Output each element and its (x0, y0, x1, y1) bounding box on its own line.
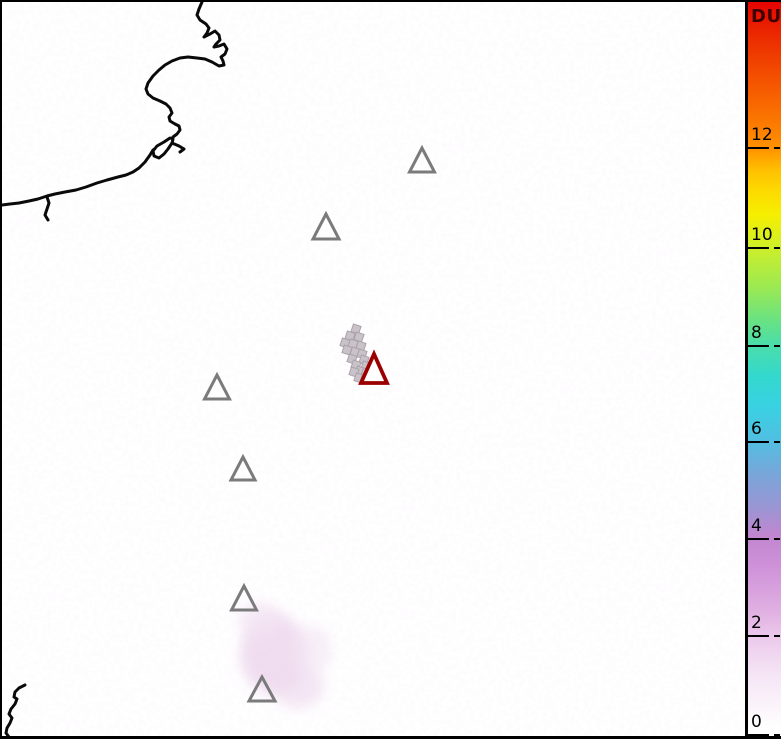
plume-patch (292, 626, 332, 674)
detection-pixel (350, 323, 362, 335)
coastline-path (2, 2, 229, 207)
colorbar-tick-dash (774, 441, 780, 443)
volcano-marker (246, 673, 278, 703)
colorbar-gradient (748, 2, 781, 736)
colorbar-tick-label: 0 (751, 712, 762, 732)
colorbar-tick-line (748, 247, 769, 249)
colorbar-tick-label: 6 (751, 419, 762, 439)
colorbar-tick-line (748, 345, 769, 347)
colorbar-tick-line (748, 147, 769, 149)
coastline-path (4, 683, 27, 736)
colorbar-tick-label: 2 (751, 613, 762, 633)
colorbar-tick-label: 8 (751, 323, 762, 343)
colorbar-tick-line (748, 538, 769, 540)
colorbar-tick-label: 12 (751, 125, 773, 145)
volcano-marker (407, 144, 437, 174)
colorbar-tick-label: 10 (751, 225, 773, 245)
colorbar-tick-line (748, 734, 769, 736)
colorbar-tick-dash (774, 247, 780, 249)
colorbar: 12 10 8 6 4 2 0 DU (745, 2, 781, 736)
colorbar-title: DU (751, 6, 781, 27)
colorbar-tick-dash (774, 345, 780, 347)
colorbar-tick-label: 4 (751, 516, 762, 536)
detection-pixel (353, 331, 365, 343)
volcano-marker (202, 371, 232, 401)
plume-patch (272, 664, 324, 708)
volcano-marker (229, 582, 259, 612)
colorbar-tick-dash (774, 538, 780, 540)
colorbar-tick-dash (774, 147, 780, 149)
colorbar-tick-dash (774, 635, 780, 637)
erupting-volcano-marker (358, 349, 390, 385)
coastline-path (43, 195, 51, 222)
volcano-marker (310, 210, 342, 241)
volcano-marker (228, 453, 258, 482)
colorbar-tick-line (748, 635, 769, 637)
map-panel (2, 2, 745, 736)
plume-patch (238, 602, 282, 638)
colorbar-tick-dash (774, 734, 780, 736)
map-canvas (2, 2, 745, 736)
colorbar-tick-line (748, 441, 769, 443)
coastline-path (170, 141, 186, 154)
